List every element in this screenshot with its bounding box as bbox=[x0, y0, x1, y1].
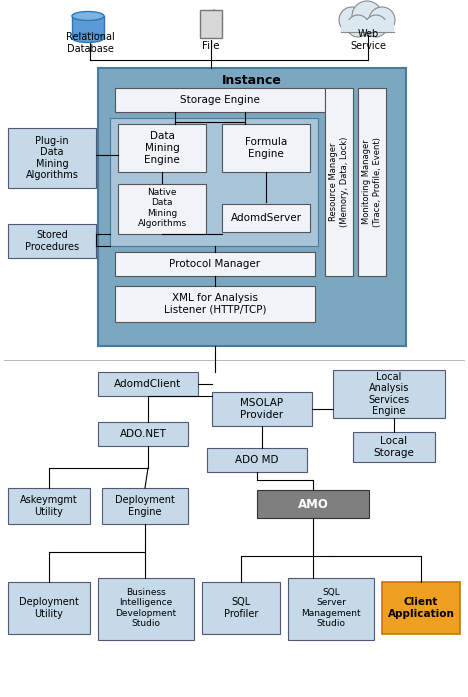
Text: File: File bbox=[202, 41, 220, 51]
Text: Native
Data
Mining
Algorithms: Native Data Mining Algorithms bbox=[138, 188, 187, 228]
Text: Deployment
Engine: Deployment Engine bbox=[115, 495, 175, 516]
Text: XML for Analysis
Listener (HTTP/TCP): XML for Analysis Listener (HTTP/TCP) bbox=[164, 293, 266, 315]
Bar bbox=[8, 582, 90, 634]
Text: MSOLAP
Provider: MSOLAP Provider bbox=[241, 398, 284, 420]
Text: ADO.NET: ADO.NET bbox=[119, 429, 167, 439]
Bar bbox=[72, 16, 104, 38]
Text: Client
Application: Client Application bbox=[388, 597, 454, 619]
Bar bbox=[207, 448, 307, 472]
Text: Local
Analysis
Services
Engine: Local Analysis Services Engine bbox=[368, 372, 410, 416]
Ellipse shape bbox=[72, 33, 104, 43]
Circle shape bbox=[347, 15, 369, 37]
Circle shape bbox=[369, 7, 395, 33]
Text: Business
Intelligence
Development
Studio: Business Intelligence Development Studio bbox=[116, 588, 176, 628]
Bar bbox=[98, 578, 194, 640]
Ellipse shape bbox=[72, 11, 104, 20]
Bar bbox=[98, 372, 198, 396]
Bar bbox=[222, 204, 310, 232]
Text: Monitoring Manager
(Trace, Profile, Event): Monitoring Manager (Trace, Profile, Even… bbox=[362, 137, 382, 227]
Bar bbox=[257, 490, 369, 518]
Bar bbox=[222, 124, 310, 172]
Bar bbox=[118, 184, 206, 234]
Bar bbox=[115, 252, 315, 276]
Bar bbox=[288, 578, 374, 640]
Text: Storage Engine: Storage Engine bbox=[180, 95, 260, 105]
Bar bbox=[382, 582, 460, 634]
Circle shape bbox=[365, 15, 387, 37]
Text: Formula
Engine: Formula Engine bbox=[245, 137, 287, 159]
Bar bbox=[115, 286, 315, 322]
Text: Instance: Instance bbox=[222, 73, 282, 86]
Bar bbox=[98, 422, 188, 446]
Text: ADO MD: ADO MD bbox=[235, 455, 279, 465]
Text: Local
Storage: Local Storage bbox=[373, 436, 415, 458]
Bar bbox=[98, 68, 406, 346]
Text: Stored
Procedures: Stored Procedures bbox=[25, 230, 79, 252]
Bar bbox=[102, 488, 188, 524]
Bar bbox=[200, 10, 222, 38]
Text: Deployment
Utility: Deployment Utility bbox=[19, 597, 79, 619]
Text: Protocol Manager: Protocol Manager bbox=[169, 259, 261, 269]
Text: AMO: AMO bbox=[298, 498, 329, 510]
Bar bbox=[110, 118, 318, 246]
Bar bbox=[202, 582, 280, 634]
Bar bbox=[8, 224, 96, 258]
Circle shape bbox=[339, 7, 365, 33]
Text: SQL
Profiler: SQL Profiler bbox=[224, 597, 258, 619]
Text: Data
Mining
Engine: Data Mining Engine bbox=[144, 132, 180, 164]
Text: Askeymgmt
Utility: Askeymgmt Utility bbox=[20, 495, 78, 516]
Text: AdomdServer: AdomdServer bbox=[231, 213, 301, 223]
Text: AdomdClient: AdomdClient bbox=[114, 379, 182, 389]
Bar bbox=[8, 128, 96, 188]
Text: SQL
Server
Management
Studio: SQL Server Management Studio bbox=[301, 588, 361, 628]
Bar bbox=[8, 488, 90, 524]
Text: Relational
Database: Relational Database bbox=[66, 32, 114, 54]
Text: Resource Manager
(Memory, Data, Lock): Resource Manager (Memory, Data, Lock) bbox=[329, 137, 349, 227]
Circle shape bbox=[352, 1, 382, 31]
Bar bbox=[358, 88, 386, 276]
Bar bbox=[341, 20, 394, 32]
Bar bbox=[325, 88, 353, 276]
Bar bbox=[212, 392, 312, 426]
Text: Plug-in
Data
Mining
Algorithms: Plug-in Data Mining Algorithms bbox=[26, 136, 79, 181]
Bar bbox=[115, 88, 325, 112]
Bar bbox=[118, 124, 206, 172]
Text: Web
Service: Web Service bbox=[350, 29, 386, 51]
Bar bbox=[353, 432, 435, 462]
Bar bbox=[333, 370, 445, 418]
